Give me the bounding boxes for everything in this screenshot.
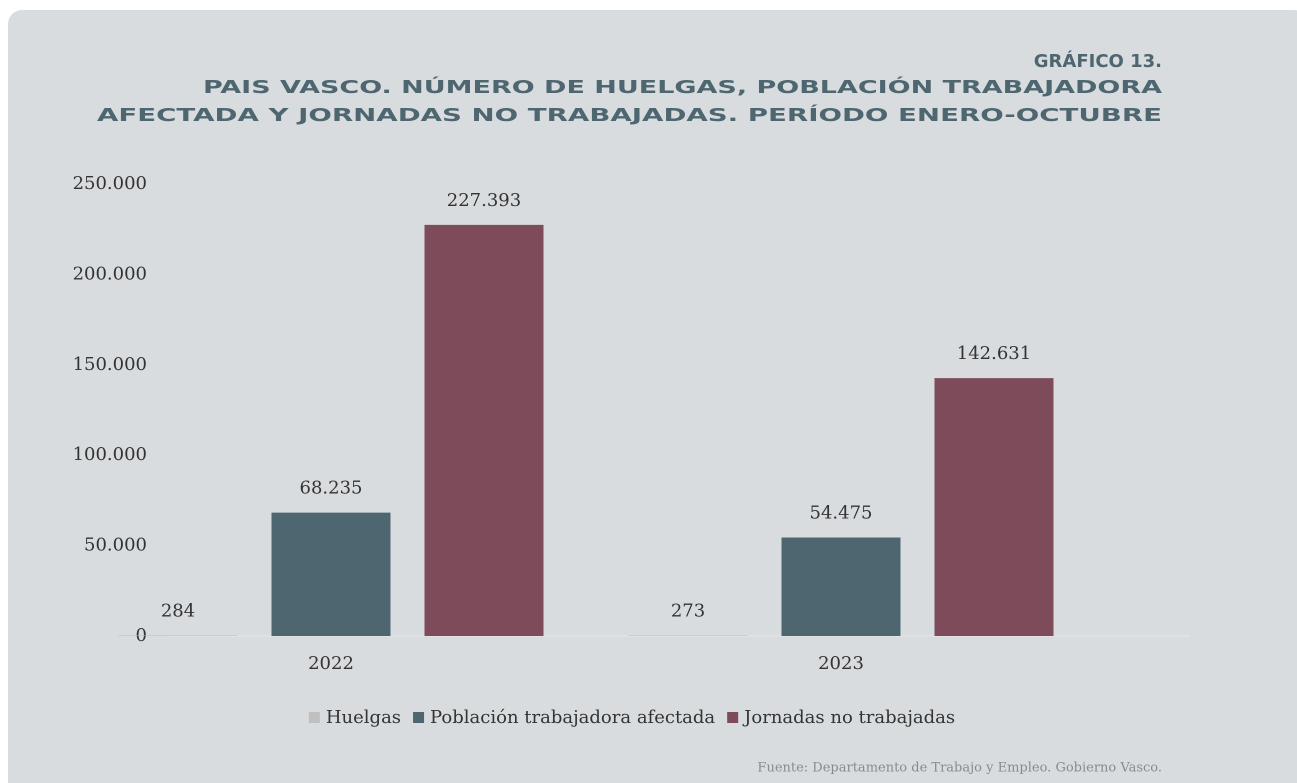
chart-label: GRÁFICO 13. [1034,50,1162,72]
legend-swatch [308,712,320,723]
x-tick-label: 2023 [818,653,864,674]
x-tick-label: 2022 [308,653,354,674]
legend-label: Huelgas [326,707,401,728]
legend-label: Población trabajadora afectada [430,707,715,728]
legend-swatch [413,712,425,723]
data-label: 142.631 [957,343,1031,364]
chart-title: AFECTADA Y JORNADAS NO TRABAJADAS. PERÍO… [97,104,1162,126]
legend-swatch [727,712,739,723]
data-label: 68.235 [300,478,363,499]
y-tick-label: 250.000 [73,173,147,194]
y-tick-label: 50.000 [84,535,147,556]
bar [934,378,1054,636]
bar [424,224,544,636]
data-label: 273 [671,601,705,622]
data-label: 54.475 [810,503,873,524]
data-label: 227.393 [447,190,521,211]
bar [781,537,901,636]
source: Fuente: Departamento de Trabajo y Empleo… [757,761,1162,776]
legend-label: Jornadas no trabajadas [742,707,955,728]
y-tick-label: 150.000 [73,354,147,375]
data-label: 284 [161,600,195,621]
bar [271,512,391,636]
bar [118,635,238,636]
y-tick-label: 100.000 [73,444,147,465]
y-tick-label: 200.000 [73,263,147,284]
chart-title: PAIS VASCO. NÚMERO DE HUELGAS, POBLACIÓN… [203,76,1162,98]
